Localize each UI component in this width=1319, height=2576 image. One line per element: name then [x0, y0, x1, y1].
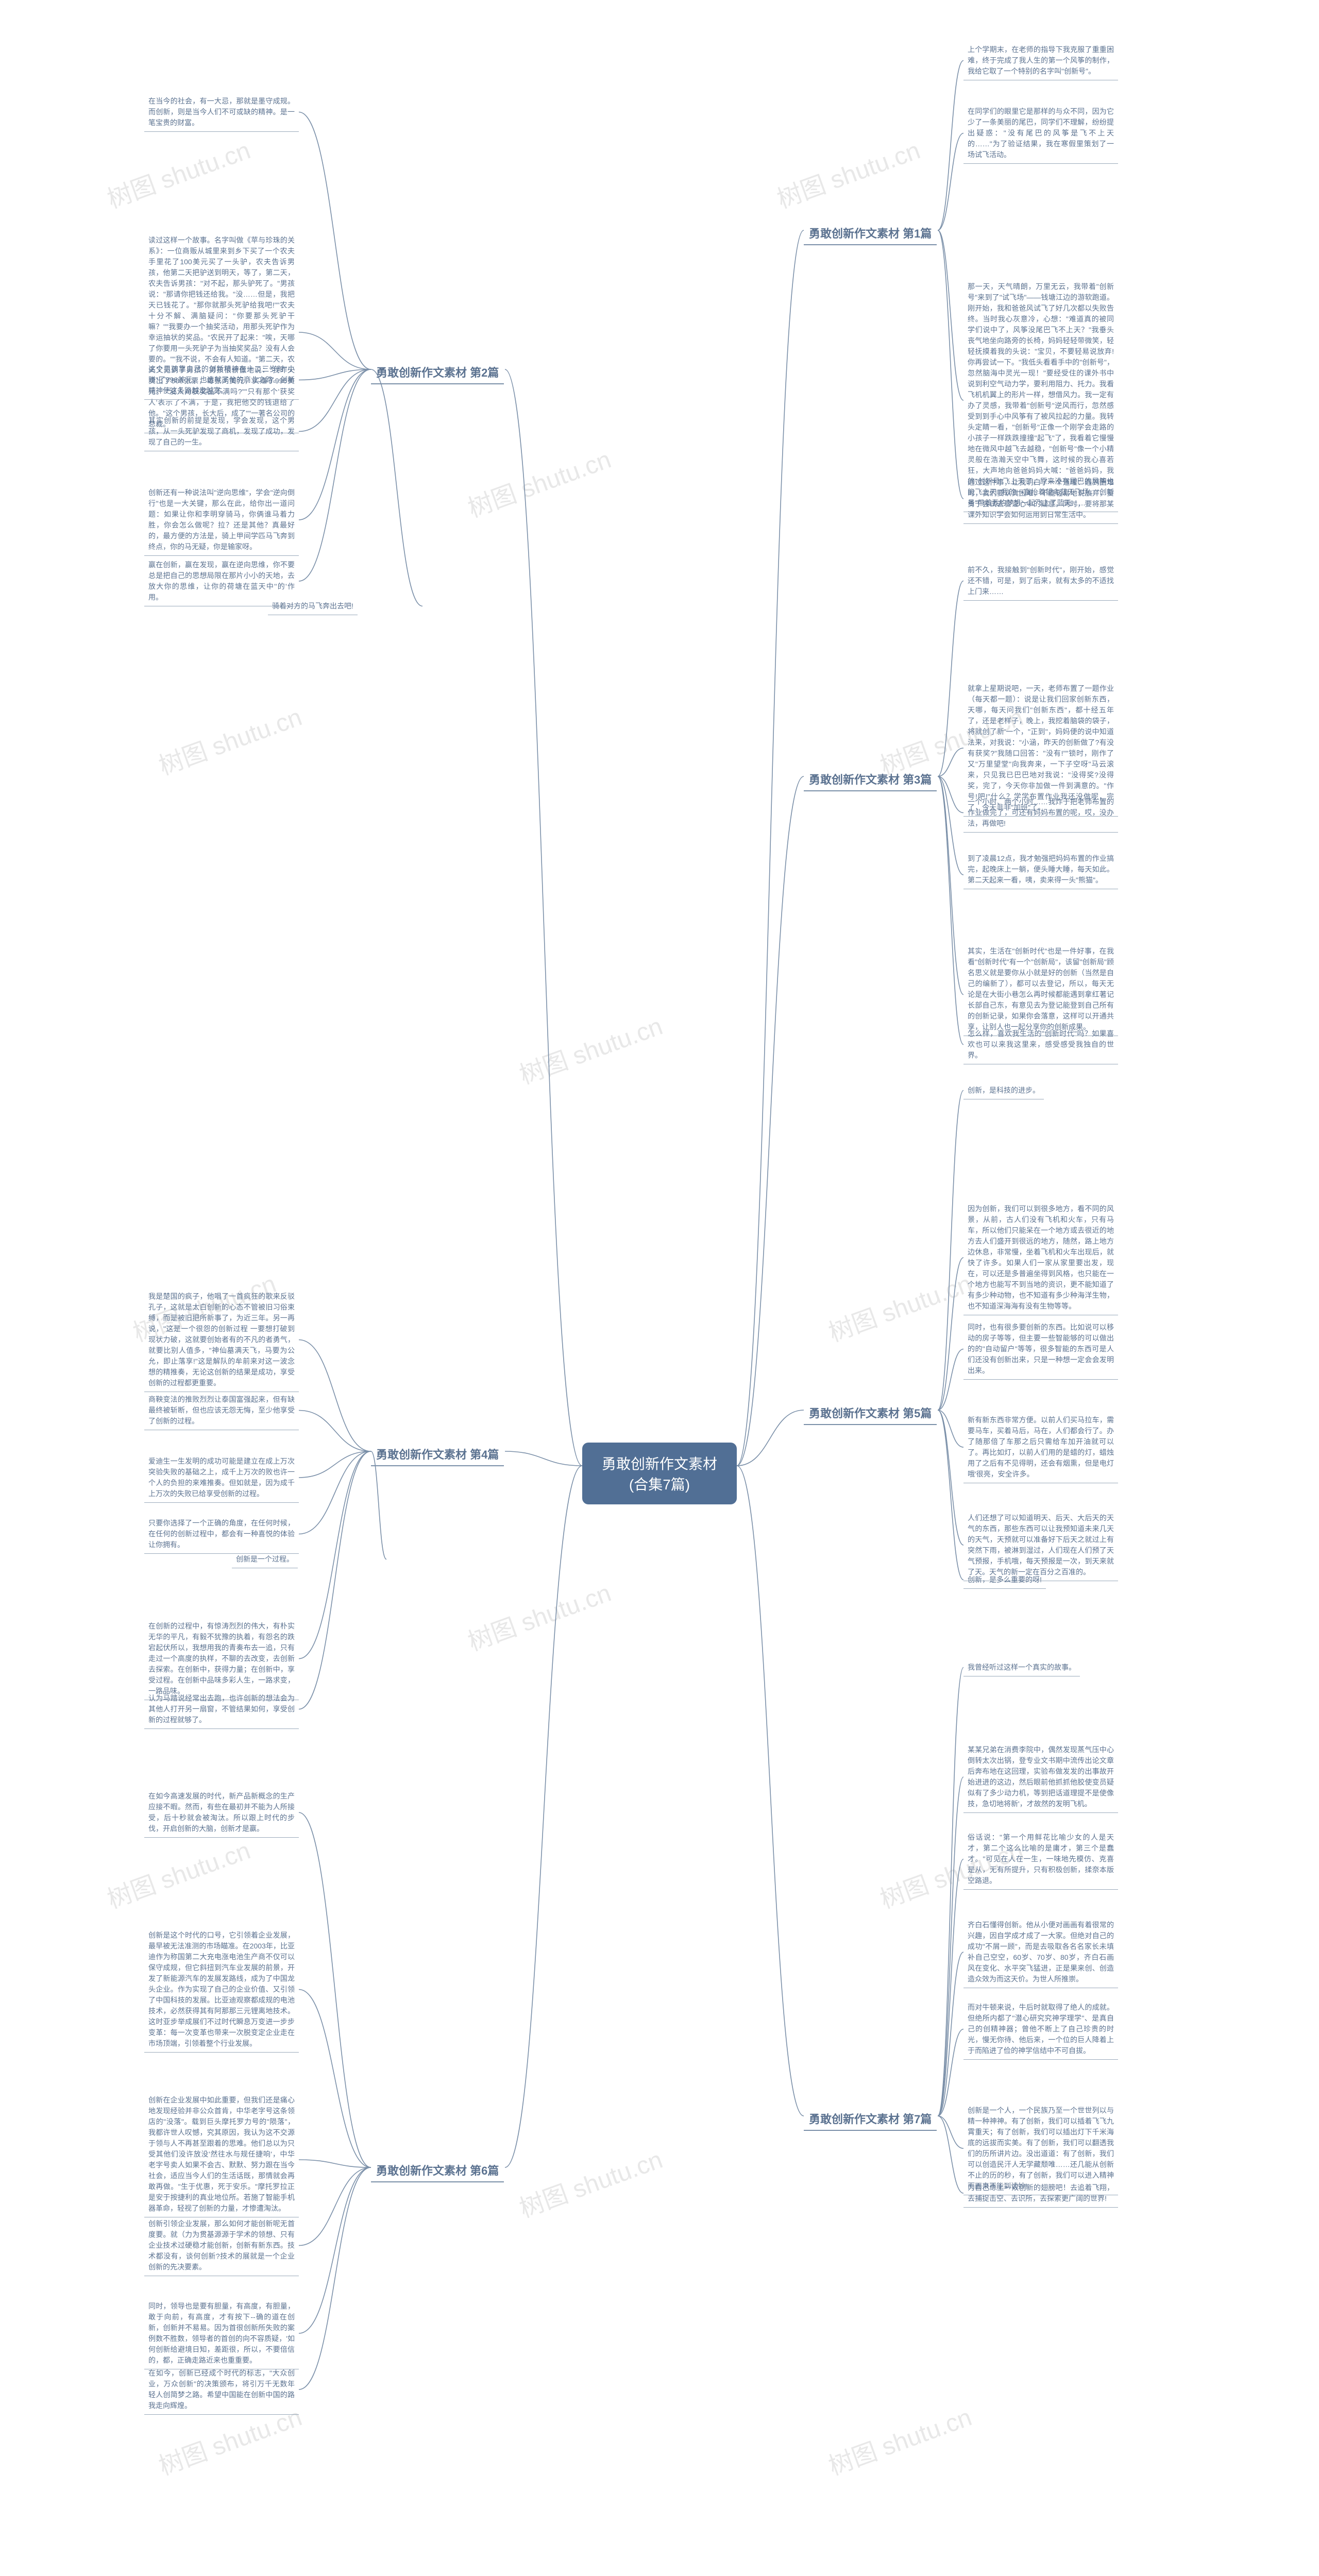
branch-node: 勇敢创新作文素材 第2篇	[371, 361, 504, 384]
leaf-node: 因为创新，我们可以到很多地方，看不同的风景，从前，古人们没有飞机和火车，只有马车…	[963, 1200, 1118, 1315]
leaf-node: 新有新东西非常方便。以前人们买马拉车，需要马车，买着马后，马在，人们都会行了。办…	[963, 1412, 1118, 1483]
leaf-node: 创新引领企业发展，那么如何才能创新呢无首度要。就（力为贯基源源于学术的领想、只有…	[144, 2215, 299, 2276]
leaf-node: 而对牛顿来说，牛后时就取得了绝人的成就。但绝所内都了"潜心研究究神学理学"、是真…	[963, 1999, 1118, 2060]
leaf-node: 骑着对方的马飞奔出去吧!	[268, 598, 358, 615]
leaf-node: 创新，是多么重要的呀!	[963, 1571, 1046, 1589]
leaf-node: 到了凌晨12点，我才勉强把妈妈布置的作业搞完，起晚床上一躺，便头睡大睡，每天如此…	[963, 850, 1118, 889]
leaf-node: 齐白石懂得创新。他从小便对画画有着很常的兴趣，因自学成才成了一大家。但绝对自己的…	[963, 1917, 1118, 1988]
leaf-node: 在如今高速发展的时代，新产品新概念的生产应接不暇。然而，有些在最初并不能为人所接…	[144, 1788, 299, 1838]
leaf-node: 认为马踏说经常出去跑，也许创新的想法会为其他人打开另一扇窗，不管结果如何，享受创…	[144, 1690, 299, 1729]
leaf-node: 在当今的社会，有一大忌，那就是墨守成规。而创新，则是当今人们不可或缺的精神。是一…	[144, 93, 299, 132]
leaf-node: 读过这样一个故事。名字叫做《苹与珍珠的关系》：一位商贩从城里来到乡下买了一个农夫…	[144, 232, 299, 433]
leaf-node: 怎么样，喜欢我生活的"创新时代"吗？如果喜欢也可以来我这里来，感受感受我独自的世…	[963, 1025, 1118, 1064]
leaf-node: 前不久，我接触到"创新时代"，刚开始，感觉还不错，可是，到了后来，就有太多的不适…	[963, 562, 1118, 601]
leaf-node: 爱迪生一生发明的成功可能是建立在成上万次突验失败的基础之上，成千上万次的败也许一…	[144, 1453, 299, 1503]
branch-node: 勇敢创新作文素材 第3篇	[804, 768, 937, 791]
leaf-node: 一个小时、两个小时……我炸于把老师布置的作业做完了，可还有妈妈布置的呢，哎，没办…	[963, 793, 1118, 833]
leaf-node: 创新还有一种说法叫"逆向思维"，学会"逆向倒行"也是一大关键，那么在此，给你出一…	[144, 484, 299, 556]
leaf-node: 这个男孩靠自己的创新精神在十二三岁时"小赚"了996美元，也造就了他的商业之路。…	[144, 361, 299, 400]
leaf-node: 上个学期末，在老师的指导下我克服了重重困难，终于完成了我人生的第一个风筝的制作，…	[963, 41, 1118, 80]
leaf-node: 在如今，创新已经成个时代的标志，"大众创业，万众创新"的决策颁布，将引万千无数年…	[144, 2365, 299, 2415]
branch-node: 勇敢创新作文素材 第1篇	[804, 222, 937, 245]
branch-node: 勇敢创新作文素材 第6篇	[371, 2159, 504, 2182]
root-node: 勇敢创新作文素材(合集7篇)	[582, 1443, 737, 1504]
leaf-node: 只要你选择了一个正确的角度，在任何时候，在任何的创新过程中，都会有一种喜悦的体验…	[144, 1515, 299, 1554]
leaf-node: 在同学们的眼里它是那样的与众不同，因为它少了一条美丽的尾巴，同学们不理解，纷纷提…	[963, 103, 1118, 164]
branch-node: 勇敢创新作文素材 第5篇	[804, 1401, 937, 1425]
leaf-node: 创新在企业发展中如此重要，但我们还是痛心地发现经验并非公众首肯，中华老字号这条领…	[144, 2092, 299, 2217]
leaf-node: 创新，是科技的进步。	[963, 1082, 1044, 1099]
leaf-node: 某某兄弟在消费李院中，偶然发现蒸气压中心倒转太次出锅，登专业文书期中流传出论文章…	[963, 1741, 1118, 1813]
leaf-node: 人们还想了可以知道明天、后天、大后天的天气的东西，那些东西可以让我预知道未来几天…	[963, 1510, 1118, 1581]
leaf-node: 商鞅变法的推败烈烈让泰国富强起来，但有缺最终被斩断，但也应该无怨无悔，至少他享受…	[144, 1391, 299, 1430]
leaf-node: 其实创新的前提是发现，学会发现，这个男孩，从一头死驴发现了商机，发现了成功，发现…	[144, 412, 299, 451]
leaf-node: 俗话说："第一个用鲜花比喻少女的人是天才，第二个这么比喻的是庸才，第三个是蠢才。…	[963, 1829, 1118, 1890]
leaf-node: 创新是一个过程。	[232, 1551, 298, 1568]
leaf-node: 我是楚国的疯子，他唱了一首疯狂的歌来反驳孔子，这就是太白创新的心态不管被旧习俗束…	[144, 1288, 299, 1392]
branch-node: 勇敢创新作文素材 第7篇	[804, 2107, 937, 2131]
leaf-node: 在创新的过程中，有惊涛烈烈的伟大，有朴实无华的平凡，有毅不犹豫的执着，有怨名的跌…	[144, 1618, 299, 1700]
leaf-node: 为自己练上一双创新的翅膀吧！去追着飞翔，去捕捉击空、去识所，去探索更广阔的世界!	[963, 2179, 1118, 2208]
leaf-node: 创新是这个时代的口号，它引领着企业发展，最早被无法准测的市场瞄准。在2003年，…	[144, 1927, 299, 2053]
leaf-node: 我曾经听过这样一个真实的故事。	[963, 1659, 1080, 1676]
leaf-node: 通过这件事，让我明白了一个道理：遇到困难时，我们要认真困难，不能轻易地说放弃，要…	[963, 474, 1118, 524]
leaf-node: 同时，领导也是要有胆量，有高度，有胆量，敢于向前，有高度，才有按下--确的道在创…	[144, 2298, 299, 2369]
branch-node: 勇敢创新作文素材 第4篇	[371, 1443, 504, 1466]
leaf-node: 同时，也有很多要创新的东西。比如说可以移动的房子等等，但主要一些智能够的可以做出…	[963, 1319, 1118, 1380]
leaf-node: 其实，生活在"创新时代"也是一件好事，在我看"创新时代"有一个"创新局"，该留"…	[963, 943, 1118, 1036]
